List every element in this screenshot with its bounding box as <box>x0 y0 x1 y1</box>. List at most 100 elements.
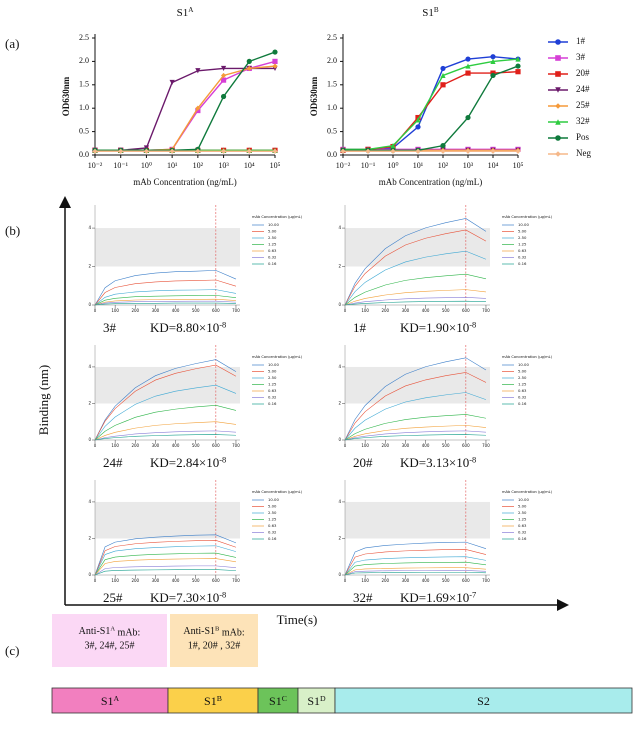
data-point <box>515 56 521 62</box>
x-tick-label: 700 <box>482 308 490 313</box>
y-tick-label: 4 <box>88 499 91 504</box>
text-part: S1 <box>101 694 114 708</box>
legend-label: 5.00 <box>518 504 527 509</box>
series-line <box>344 250 487 306</box>
legend-marker <box>555 71 561 77</box>
superscript: -8 <box>469 455 476 465</box>
panel-label: (b) <box>5 223 20 238</box>
data-point <box>195 68 201 74</box>
rich-text: S1C <box>269 694 287 708</box>
x-tick-label: 0 <box>344 443 347 448</box>
legend-label: 2.50 <box>268 510 277 515</box>
y-tick-label: 2 <box>338 264 341 269</box>
data-point <box>390 148 396 154</box>
data-point <box>440 148 446 154</box>
series-line <box>344 273 487 306</box>
x-tick-label: 300 <box>152 308 160 313</box>
legend-label: 25# <box>576 100 590 110</box>
x-tick-label: 0 <box>94 578 97 583</box>
series-line <box>344 392 487 441</box>
data-point <box>246 58 252 64</box>
superscript: -8 <box>469 320 476 330</box>
x-tick-label: 10⁵ <box>513 161 524 170</box>
series-line <box>344 425 487 441</box>
x-tick-label: 10¹ <box>167 161 178 170</box>
superscript: A <box>110 626 115 633</box>
legend-label: 10.00 <box>268 222 279 227</box>
x-tick-label: 600 <box>212 578 220 583</box>
legend-marker <box>555 39 561 45</box>
x-tick-label: 200 <box>381 308 389 313</box>
series-line <box>94 289 237 306</box>
x-tick-label: 700 <box>232 443 240 448</box>
legend-marker <box>555 103 561 109</box>
superscript: -7 <box>469 590 476 600</box>
superscript: C <box>282 694 287 703</box>
shaded-region <box>345 228 490 267</box>
x-tick-label: 10⁰ <box>141 161 152 170</box>
x-tick-label: 300 <box>402 578 410 583</box>
x-tick-label: 500 <box>442 443 450 448</box>
superscript: -8 <box>219 320 226 330</box>
x-tick-label: 300 <box>402 443 410 448</box>
x-axis-label: mAb Concentration (ng/mL) <box>379 177 482 187</box>
legend-label: 10.00 <box>268 362 279 367</box>
data-point <box>490 148 496 154</box>
text-part: KD=1.90×10 <box>400 320 469 335</box>
data-point <box>490 72 496 79</box>
legend-label: 10.00 <box>268 497 279 502</box>
series-line <box>95 51 276 152</box>
y-tick-label: 0 <box>338 437 341 442</box>
data-point <box>440 143 446 149</box>
rich-text: KD=7.30×10-8 <box>150 590 226 605</box>
y-tick-label: 2 <box>338 400 341 405</box>
data-point <box>220 77 227 83</box>
data-point <box>220 65 227 72</box>
x-tick-label: 600 <box>212 308 220 313</box>
text-part: KD=2.84×10 <box>150 455 219 470</box>
legend-label: 1.25 <box>518 382 527 387</box>
legend-label: 1# <box>576 36 586 46</box>
shaded-region <box>345 501 490 539</box>
x-tick-label: 700 <box>482 578 490 583</box>
data-point <box>169 148 175 154</box>
domain <box>334 687 633 714</box>
series-line <box>344 541 487 576</box>
data-point <box>195 105 201 111</box>
x-tick-label: 10² <box>438 161 449 170</box>
data-point <box>195 148 201 154</box>
data-point <box>465 56 471 62</box>
legend-marker <box>555 55 561 61</box>
y-tick-label: 4 <box>338 364 341 369</box>
data-point <box>490 54 496 60</box>
x-tick-label: 10³ <box>463 161 474 170</box>
data-point <box>490 58 496 64</box>
series-line <box>94 430 236 441</box>
x-tick-label: 10² <box>193 161 204 170</box>
rich-text: Anti-S1A mAb: <box>79 626 141 639</box>
data-point <box>415 124 421 130</box>
text-part: S1 <box>307 694 320 708</box>
series-line <box>94 569 236 576</box>
data-point <box>440 72 446 79</box>
superscript: B <box>215 626 220 633</box>
x-tick-label: 500 <box>192 578 200 583</box>
data-point <box>272 49 278 55</box>
text-part: S1 <box>422 7 434 19</box>
series-line <box>344 218 487 306</box>
x-tick-label: 10⁵ <box>270 161 281 170</box>
superscript: A <box>114 694 120 703</box>
series-line <box>94 552 237 576</box>
data-point <box>515 69 521 75</box>
rich-text: Anti-S1B mAb: <box>183 626 244 639</box>
sample-label: 32# <box>353 590 373 605</box>
sample-label: 20# <box>353 455 373 470</box>
y-tick-label: 0.5 <box>79 126 89 135</box>
y-tick-label: 2 <box>88 400 91 405</box>
y-tick-label: 1.0 <box>327 103 337 112</box>
series-line <box>343 58 519 151</box>
text-part: S1 <box>204 694 217 708</box>
superscript: A <box>188 6 194 14</box>
data-point <box>465 148 471 154</box>
superscript: D <box>320 694 326 703</box>
